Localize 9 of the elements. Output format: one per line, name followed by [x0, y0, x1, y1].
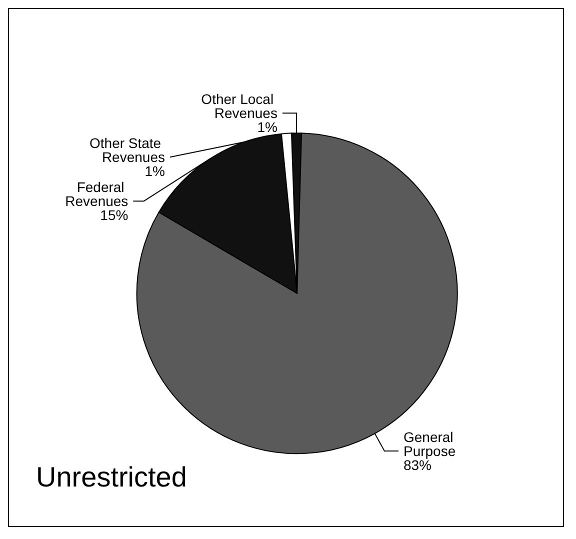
slice-label: Federal Revenues	[65, 179, 128, 210]
slice-label: General Purpose	[403, 429, 458, 460]
data-label: 15%	[100, 207, 128, 224]
data-label: 83%	[403, 457, 432, 474]
slice-label: Other Local Revenues	[201, 91, 278, 122]
text: Unrestricted	[36, 462, 187, 492]
data-label: 1%	[144, 163, 165, 180]
slice-label: Other State Revenues	[90, 135, 165, 166]
data-label: 1%	[257, 119, 278, 136]
